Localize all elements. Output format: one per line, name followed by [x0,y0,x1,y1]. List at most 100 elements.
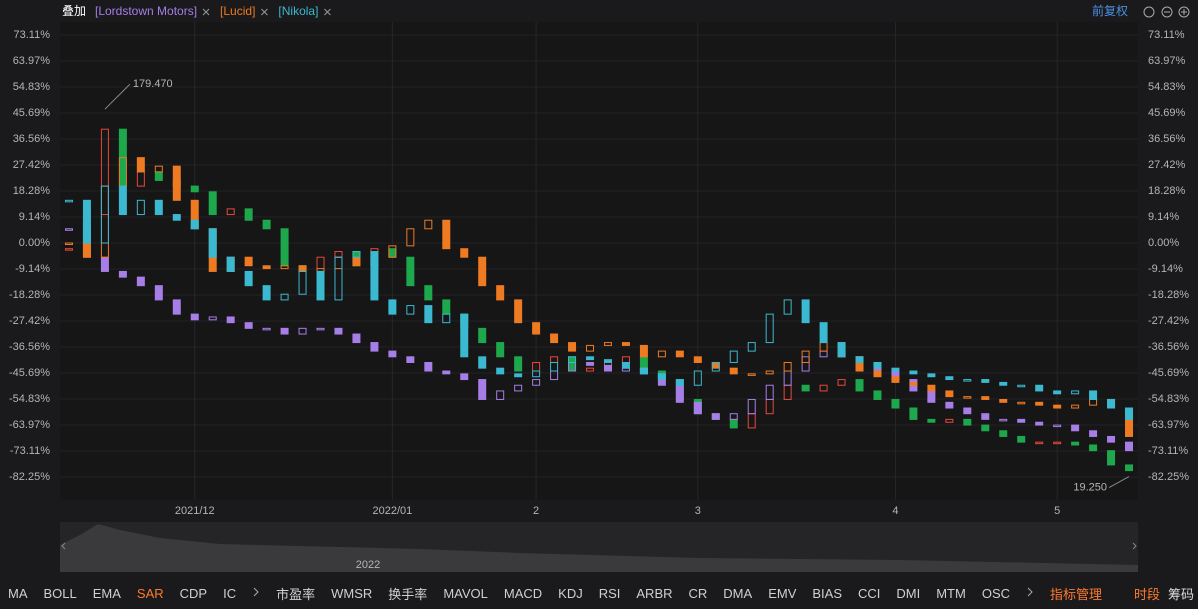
candle [514,356,523,372]
toolbar-icons [1143,6,1190,18]
indicator-tab[interactable]: SAR [136,586,164,601]
candle [82,199,91,244]
candle [1107,398,1116,409]
candle [657,373,666,381]
navigator-area [60,524,1138,572]
candle [118,270,127,278]
candle [675,350,684,358]
candle [981,379,990,383]
candle [64,199,73,203]
candle [1125,464,1134,472]
indicator-tab[interactable]: BOLL [43,586,77,601]
candle [981,413,990,420]
y-tick-label: 9.14% [19,211,50,223]
candle [1071,424,1080,432]
candle [352,333,361,344]
indicator-tab[interactable]: DMI [896,586,921,601]
candle [280,265,289,270]
candle [514,373,523,378]
indicator-tab[interactable]: CCI [857,586,881,601]
chevron[interactable] [1026,586,1034,601]
indicator-tab[interactable]: 市盈率 [276,587,316,602]
y-tick-label-right: -73.11% [1148,445,1188,457]
indicator-tab[interactable]: ARBR [636,586,673,601]
candle [819,384,828,392]
candle [963,396,972,399]
side-tab[interactable]: 时段 [1133,587,1160,602]
indicator-tab[interactable]: IC [223,586,237,601]
candle [1089,390,1098,400]
candle [262,285,271,301]
candle [388,245,397,258]
indicator-tab[interactable]: BIAS [812,586,842,601]
candle [1035,384,1044,392]
candle [496,390,505,400]
indicator-tab[interactable]: DMA [723,586,753,601]
candle [963,379,972,382]
y-tick-label-right: 45.69% [1148,107,1186,119]
candle [208,228,217,258]
candle [118,185,127,216]
candle [298,265,307,272]
candle [478,379,487,400]
candle [190,185,199,193]
adjust-button[interactable]: 前复权 [1092,3,1128,18]
legend-close[interactable] [261,8,268,16]
legend-entry: [Lucid] [220,4,255,18]
candle [1107,450,1116,466]
side-tab[interactable]: 筹码 [1167,587,1194,602]
candle [190,219,199,230]
candle [388,350,397,358]
indicator-tab[interactable]: 换手率 [388,587,428,602]
candle [1071,390,1080,395]
candle [280,327,289,335]
legend-close[interactable] [324,8,331,16]
candle [406,228,415,247]
indicator-tab[interactable]: CR [688,586,708,601]
indicator-tab[interactable]: KDJ [558,586,583,601]
indicator-tab[interactable]: CDP [179,586,208,601]
indicator-tab[interactable]: EMA [92,586,121,601]
navigator-arrows[interactable] [61,542,1137,550]
manage-button[interactable]: 指标管理 [1050,587,1103,602]
candle [514,299,523,324]
candle [801,350,810,363]
indicator-tab[interactable]: MTM [936,586,966,601]
indicator-tab[interactable]: MAVOL [443,586,488,601]
y-tick-label-right: 73.11% [1148,29,1185,41]
indicator-tab[interactable]: OSC [981,586,1010,601]
candle [280,228,289,267]
y-tick-label: -45.69% [9,367,50,379]
candle [999,430,1008,437]
indicator-tab[interactable]: MACD [503,586,543,601]
candle [460,313,469,358]
plot-area [60,22,1138,500]
candle [568,342,577,352]
candle [927,418,936,423]
candle [855,356,864,363]
candle [909,381,918,386]
candle [639,367,648,375]
candle [154,171,163,181]
indicator-tab[interactable]: WMSR [331,586,373,601]
candle [226,316,235,324]
candle [639,344,648,358]
indicator-tab[interactable]: RSI [598,586,621,601]
chevron[interactable] [252,586,260,601]
candle [675,384,684,403]
indicator-tab[interactable]: MA [8,586,28,601]
candle [154,199,163,216]
candle [586,361,595,366]
indicator-tab[interactable]: EMV [768,586,797,601]
chart: 叠加 前复权 2022 73.11% 73.11% 63.97% 63.97% 54.8… [9,3,1190,572]
candle [244,256,253,267]
candle [981,424,990,432]
legend-close[interactable] [202,8,210,16]
y-tick-label-right: -18.28% [1148,289,1189,301]
candle [496,285,505,301]
candle [586,344,595,352]
candle [208,191,217,216]
candle [478,256,487,287]
candle [64,248,73,251]
